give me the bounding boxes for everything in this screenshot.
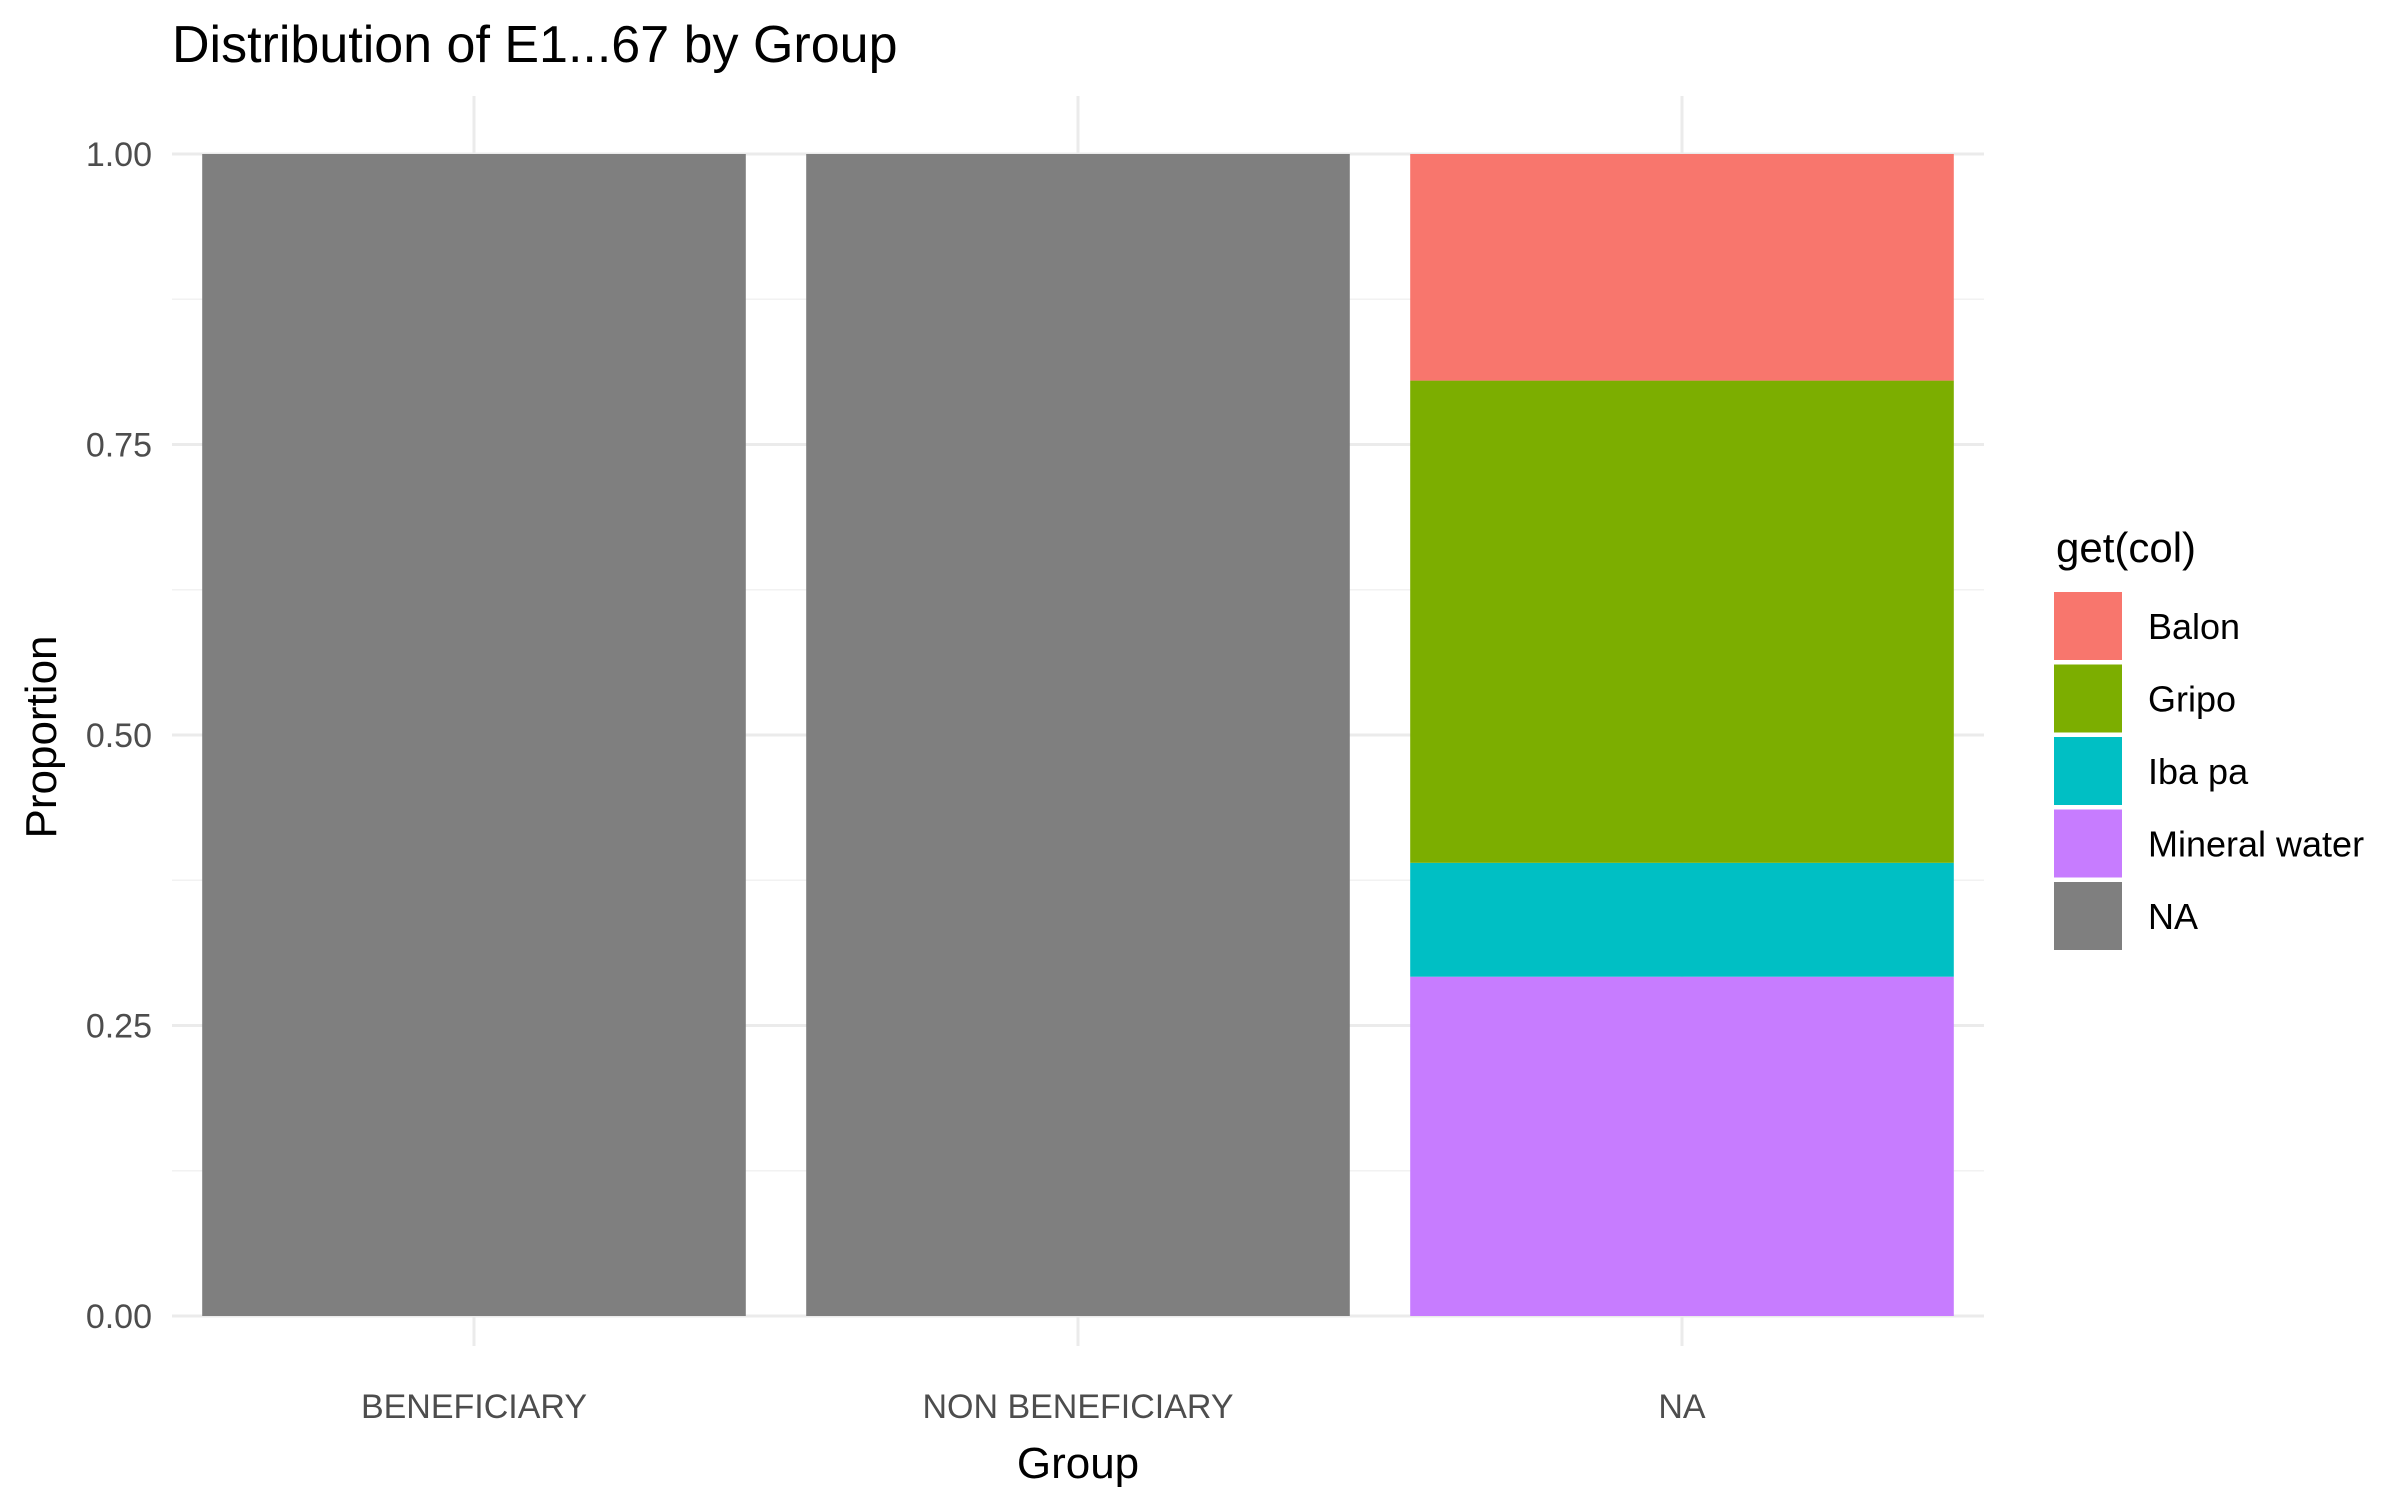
y-tick-label: 0.25 bbox=[86, 1008, 152, 1046]
x-axis-ticks: BENEFICIARY NON BENEFICIARY NA bbox=[361, 1388, 1706, 1426]
bar-segment-mineral-water bbox=[1410, 976, 1954, 1316]
legend-label: Balon bbox=[2148, 606, 2240, 647]
legend-key bbox=[2054, 882, 2122, 950]
bar-segment-iba-pa bbox=[1410, 862, 1954, 977]
y-tick-label: 1.00 bbox=[86, 136, 152, 174]
legend-label: Iba pa bbox=[2148, 751, 2249, 792]
y-axis-title: Proportion bbox=[17, 635, 66, 838]
legend-key bbox=[2054, 737, 2122, 805]
x-tick-label: BENEFICIARY bbox=[361, 1388, 587, 1426]
bar-segment-balon bbox=[1410, 154, 1954, 381]
y-tick-label: 0.00 bbox=[86, 1298, 152, 1336]
y-tick-label: 0.75 bbox=[86, 427, 152, 465]
chart-title: Distribution of E1...67 by Group bbox=[172, 16, 898, 74]
bar-segment-gripo bbox=[1410, 380, 1954, 863]
legend-title: get(col) bbox=[2056, 524, 2196, 571]
x-axis-title: Group bbox=[1017, 1439, 1139, 1488]
legend-key bbox=[2054, 592, 2122, 660]
legend-items: Balon Gripo Iba pa Mineral water NA bbox=[2054, 592, 2364, 950]
legend-key bbox=[2054, 664, 2122, 733]
x-tick-label: NA bbox=[1658, 1388, 1706, 1426]
x-tick-label: NON BENEFICIARY bbox=[922, 1388, 1233, 1426]
legend-label: Mineral water bbox=[2148, 824, 2364, 865]
y-tick-label: 0.50 bbox=[86, 717, 152, 755]
bars bbox=[202, 154, 1954, 1316]
legend-key bbox=[2054, 809, 2122, 878]
bar-segment-na bbox=[806, 154, 1350, 1316]
legend: get(col) Balon Gripo Iba pa Mineral water NA bbox=[2054, 524, 2364, 950]
legend-label: Gripo bbox=[2148, 679, 2236, 720]
legend-label: NA bbox=[2148, 896, 2198, 937]
bar-segment-na bbox=[202, 154, 746, 1316]
y-axis-ticks: 0.00 0.25 0.50 0.75 1.00 bbox=[86, 136, 152, 1336]
